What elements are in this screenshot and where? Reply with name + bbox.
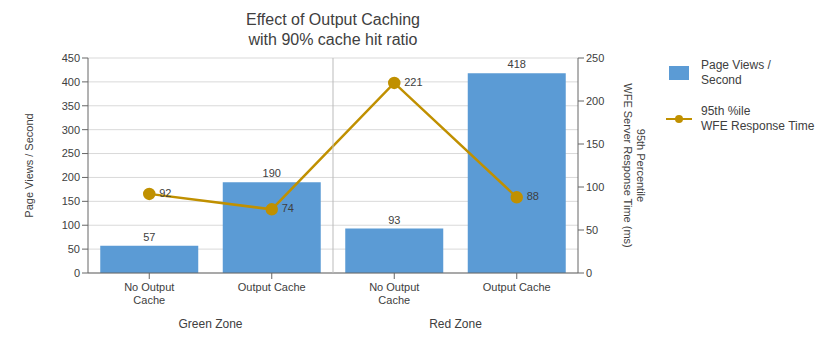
- svg-text:No OutputCache: No OutputCache: [124, 281, 174, 306]
- svg-text:74: 74: [282, 202, 294, 214]
- svg-text:150: 150: [586, 138, 604, 150]
- svg-text:418: 418: [508, 58, 526, 70]
- svg-text:No OutputCache: No OutputCache: [369, 281, 419, 306]
- svg-text:50: 50: [586, 224, 598, 236]
- svg-text:92: 92: [159, 187, 171, 199]
- svg-text:Page Views / Second: Page Views / Second: [23, 113, 35, 217]
- svg-text:0: 0: [586, 267, 592, 279]
- svg-text:0: 0: [74, 267, 80, 279]
- svg-text:57: 57: [143, 231, 155, 243]
- svg-text:Output Cache: Output Cache: [238, 281, 306, 293]
- svg-text:150: 150: [62, 195, 80, 207]
- html-text:Effect of Output Caching with: Effect of Output Caching with 90% cache …: [246, 11, 420, 48]
- svg-text:250: 250: [62, 147, 80, 159]
- svg-text:450: 450: [62, 52, 80, 64]
- svg-text:250: 250: [586, 52, 604, 64]
- svg-text:300: 300: [62, 124, 80, 136]
- svg-text:100: 100: [62, 219, 80, 231]
- html-text:95th %ile WFE Response Time: 95th %ile WFE Response Time: [701, 104, 815, 133]
- svg-text:190: 190: [263, 167, 281, 179]
- svg-text:200: 200: [62, 171, 80, 183]
- svg-text:Red Zone: Red Zone: [429, 317, 482, 331]
- svg-text:93: 93: [388, 214, 400, 226]
- svg-text:100: 100: [586, 181, 604, 193]
- svg-text:400: 400: [62, 76, 80, 88]
- svg-text:50: 50: [68, 243, 80, 255]
- svg-text:Output Cache: Output Cache: [483, 281, 551, 293]
- svg-text:350: 350: [62, 100, 80, 112]
- svg-text:88: 88: [527, 190, 539, 202]
- svg-text:200: 200: [586, 95, 604, 107]
- svg-text:Green Zone: Green Zone: [178, 317, 242, 331]
- html-text:Page Views / Second: Page Views / Second: [701, 58, 771, 87]
- svg-text:95th PercentileWFE Server Resp: 95th PercentileWFE Server Response Time …: [622, 83, 647, 247]
- svg-text:221: 221: [404, 76, 422, 88]
